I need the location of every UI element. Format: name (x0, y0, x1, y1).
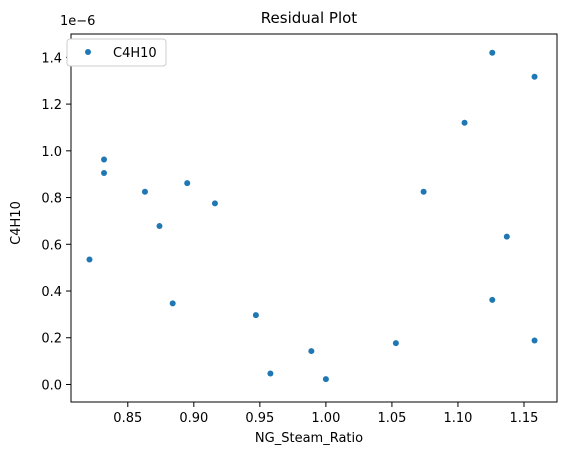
data-point (531, 73, 538, 80)
data-point (211, 200, 218, 207)
data-point (531, 337, 538, 344)
data-point (101, 170, 108, 177)
y-axis-label: C4H10 (9, 201, 24, 245)
legend-marker-c4h10 (85, 49, 91, 55)
y-tick-label: 1.0 (41, 145, 62, 160)
x-tick-label: 1.00 (311, 411, 340, 426)
data-point (322, 376, 329, 383)
data-point (169, 300, 176, 307)
x-tick-label: 1.05 (377, 411, 406, 426)
y-tick-label: 0.4 (41, 285, 62, 300)
data-point (392, 340, 399, 347)
legend-label-c4h10: C4H10 (113, 46, 157, 61)
legend-box (66, 38, 167, 67)
y-tick-label: 1.4 (41, 51, 62, 66)
y-tick-label: 0.8 (41, 192, 62, 207)
data-point (461, 119, 468, 126)
data-point (489, 296, 496, 303)
axes-frame (70, 33, 558, 403)
y-tick-label: 0.0 (41, 378, 62, 393)
data-point (141, 188, 148, 195)
data-point (267, 370, 274, 377)
x-axis: 0.85 0.90 0.95 1.00 1.05 1.10 1.15 (113, 402, 538, 426)
x-tick-label: 1.10 (443, 411, 472, 426)
x-tick-label: 0.90 (179, 411, 208, 426)
data-points (86, 49, 538, 383)
legend: C4H10 (66, 38, 167, 67)
x-tick-label: 0.85 (113, 411, 142, 426)
plot-area (70, 33, 558, 403)
data-point (503, 233, 510, 240)
x-tick-label: 0.95 (245, 411, 274, 426)
y-tick-label: 0.6 (41, 238, 62, 253)
x-axis-label: NG_Steam_Ratio (255, 431, 363, 446)
data-point (156, 223, 163, 230)
y-tick-label: 1.2 (41, 98, 62, 113)
y-axis-offset: 1e−6 (60, 14, 95, 29)
data-point (420, 188, 427, 195)
y-axis: 0.0 0.2 0.4 0.6 0.8 1.0 1.2 1.4 (41, 51, 71, 393)
data-point (86, 256, 93, 263)
data-point (308, 348, 315, 355)
data-point (489, 49, 496, 56)
y-tick-label: 0.2 (41, 332, 62, 347)
data-point (184, 180, 191, 187)
data-point (252, 312, 259, 319)
data-point (101, 156, 108, 163)
chart-title: Residual Plot (261, 9, 358, 27)
x-tick-label: 1.15 (510, 411, 539, 426)
